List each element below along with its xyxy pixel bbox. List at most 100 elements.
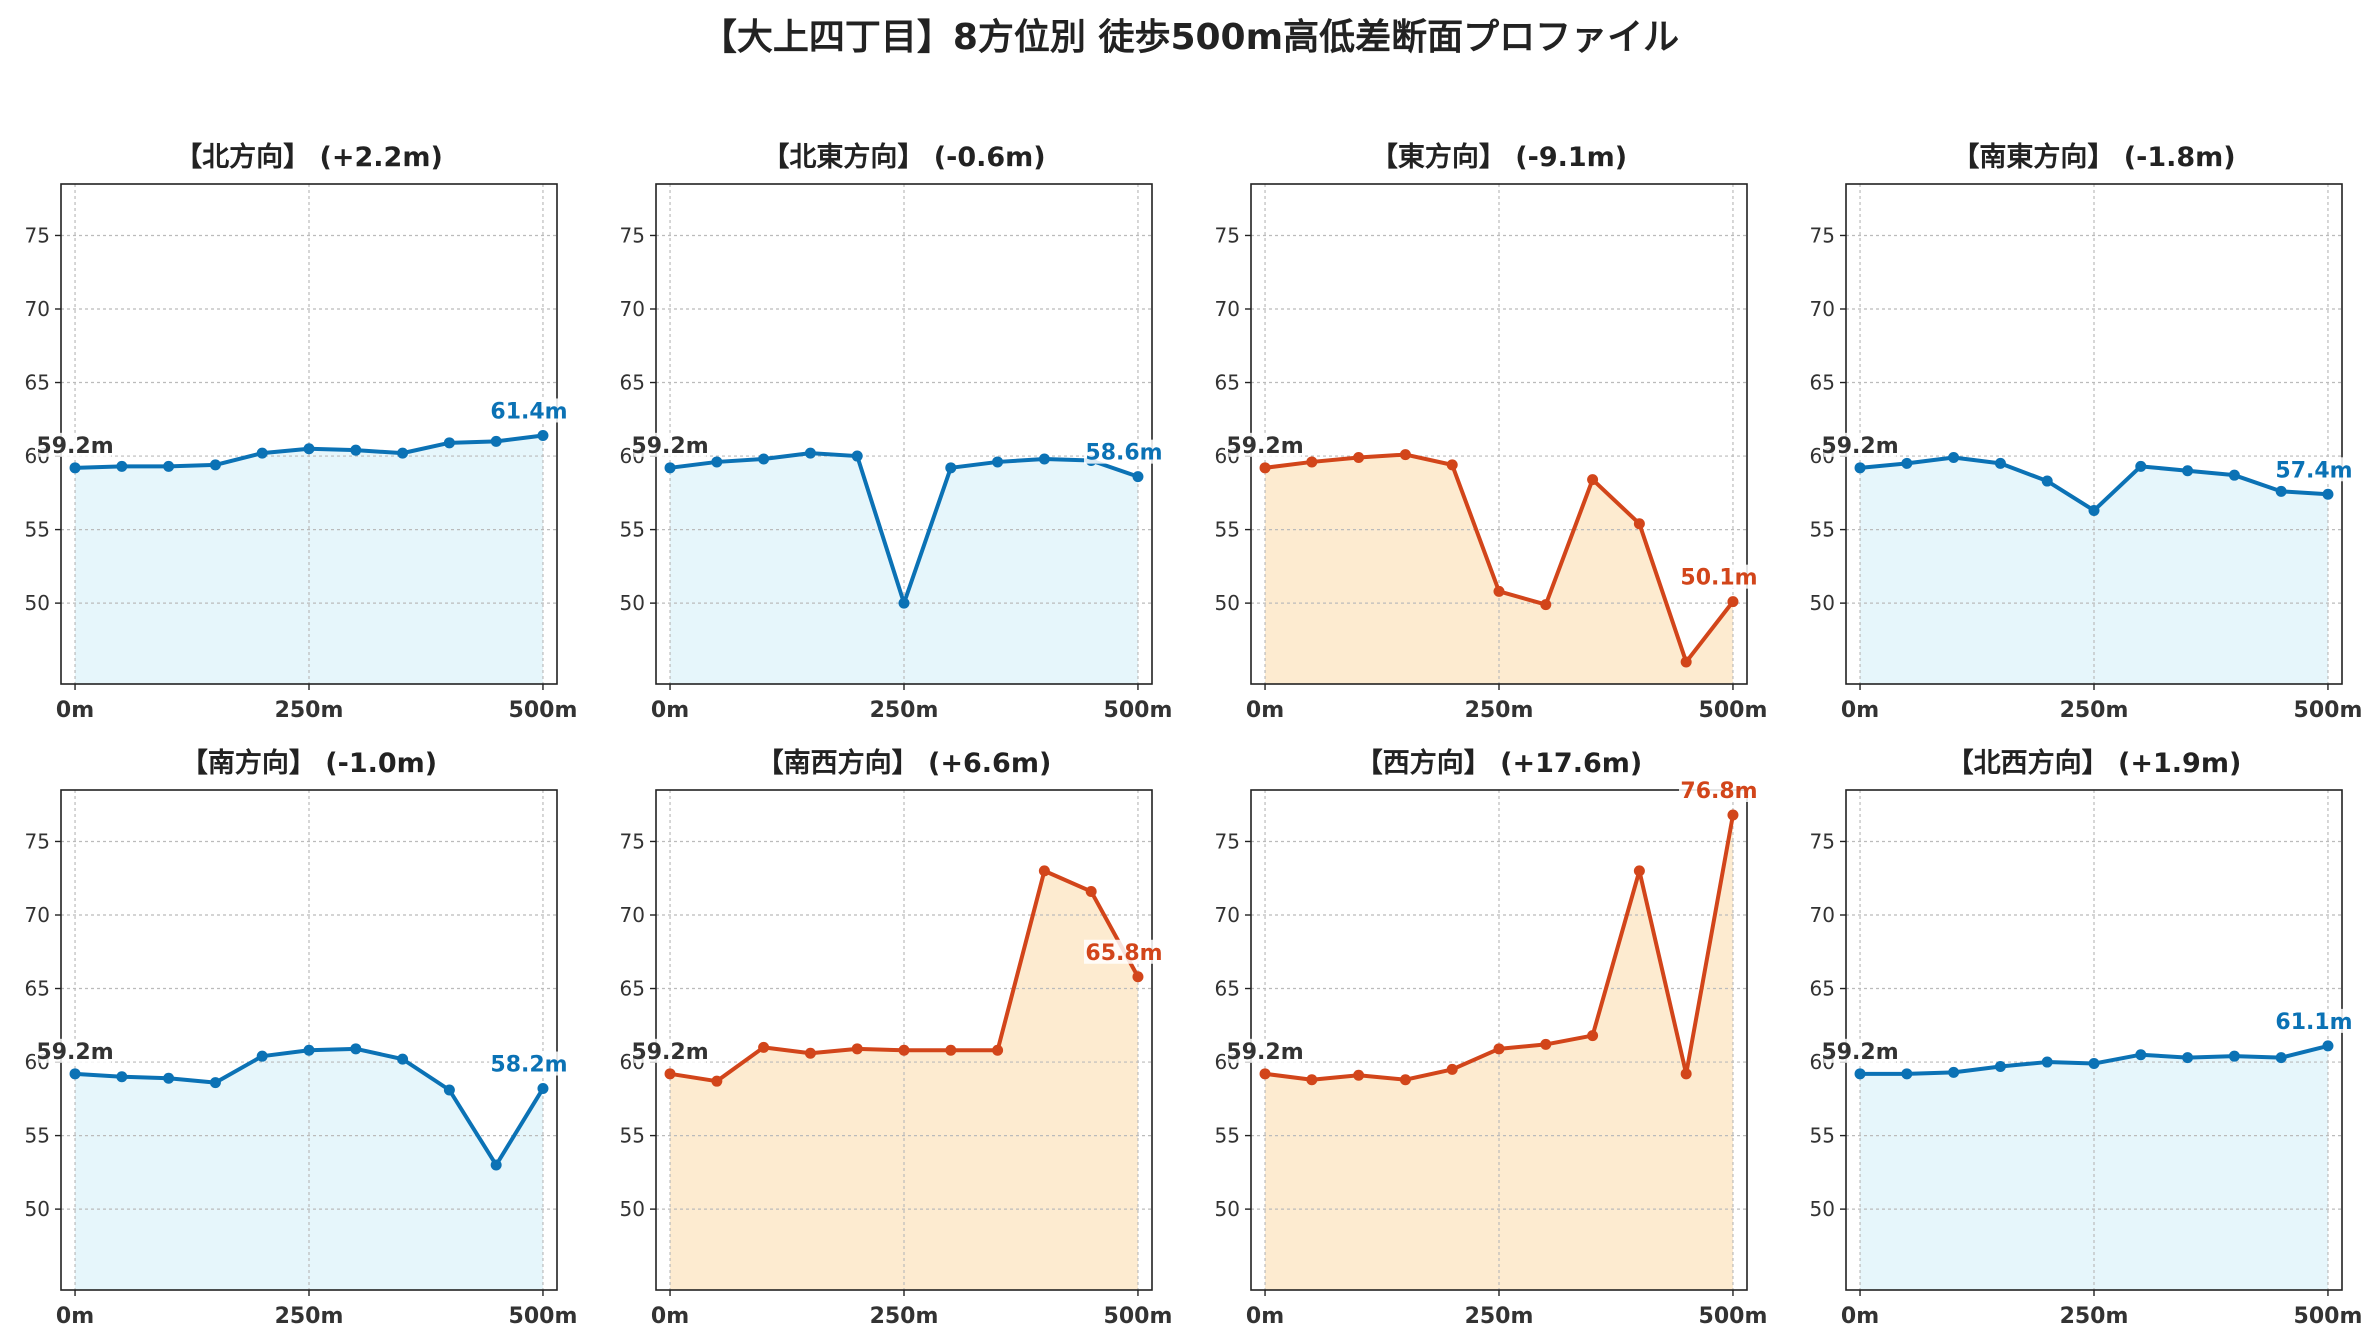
data-point — [2088, 1058, 2100, 1070]
panel-title: 【北西方向】 (+1.9m) — [1947, 747, 2242, 779]
x-tick-label: 0m — [1246, 698, 1284, 723]
data-point — [945, 1044, 957, 1056]
data-point — [851, 1043, 863, 1055]
data-point — [2135, 460, 2147, 472]
y-tick-label: 65 — [25, 371, 50, 395]
panel-title: 【北東方向】 (-0.6m) — [762, 141, 1045, 173]
start-label-bg — [1229, 432, 1302, 457]
y-tick-label: 50 — [25, 1197, 50, 1221]
y-tick-label: 70 — [25, 903, 50, 927]
data-point — [537, 429, 549, 441]
y-tick-label: 65 — [1810, 371, 1835, 395]
data-point — [1085, 885, 1097, 897]
x-tick-label: 250m — [2060, 698, 2129, 723]
start-label: 59.2m — [1821, 1040, 1898, 1065]
data-point — [209, 1077, 221, 1089]
data-point — [1948, 452, 1960, 464]
x-tick-label: 0m — [1841, 698, 1879, 723]
data-point — [303, 443, 315, 455]
data-point — [1353, 452, 1365, 464]
data-point — [1353, 1069, 1365, 1081]
x-tick-label: 0m — [1246, 1304, 1284, 1329]
data-point — [256, 1050, 268, 1062]
data-point — [2041, 475, 2053, 487]
data-point — [397, 447, 409, 459]
data-point — [1727, 809, 1739, 821]
data-point — [1901, 457, 1913, 469]
data-point — [537, 1083, 549, 1095]
data-point — [490, 1159, 502, 1171]
y-tick-label: 55 — [620, 1124, 645, 1148]
data-point — [1901, 1068, 1913, 1080]
data-point — [2322, 488, 2334, 500]
x-tick-label: 500m — [509, 698, 578, 723]
y-tick-label: 75 — [1215, 223, 1240, 247]
data-point — [1132, 971, 1144, 983]
data-point — [664, 462, 676, 474]
y-tick-label: 70 — [1215, 903, 1240, 927]
data-point — [1540, 1038, 1552, 1050]
data-point — [945, 462, 957, 474]
y-tick-label: 50 — [1810, 591, 1835, 615]
data-point — [2322, 1040, 2334, 1052]
start-label: 59.2m — [1226, 434, 1303, 459]
data-point — [804, 1047, 816, 1059]
end-label-bg — [489, 1051, 569, 1076]
data-point — [992, 456, 1004, 468]
panel-title: 【南西方向】 (+6.6m) — [757, 747, 1052, 779]
area-fill — [1860, 1045, 2328, 1290]
panel-title: 【南方向】 (-1.0m) — [181, 747, 437, 779]
start-label: 59.2m — [1821, 434, 1898, 459]
x-tick-label: 250m — [275, 1304, 344, 1329]
start-label: 59.2m — [1226, 1040, 1303, 1065]
y-tick-label: 50 — [620, 1197, 645, 1221]
data-point — [1680, 656, 1692, 668]
data-point — [1493, 1043, 1505, 1055]
end-label: 58.2m — [490, 1053, 567, 1078]
data-point — [350, 444, 362, 456]
end-label-bg — [1084, 439, 1164, 464]
y-tick-label: 70 — [1810, 903, 1835, 927]
data-point — [1633, 865, 1645, 877]
data-point — [2275, 485, 2287, 497]
data-point — [1038, 865, 1050, 877]
start-label-bg — [39, 1038, 112, 1063]
start-label-bg — [1824, 1038, 1897, 1063]
area-fill — [670, 453, 1138, 684]
data-point — [1259, 462, 1271, 474]
x-tick-label: 0m — [651, 698, 689, 723]
data-point — [116, 1071, 128, 1083]
x-tick-label: 250m — [275, 698, 344, 723]
data-point — [1587, 474, 1599, 486]
data-point — [443, 437, 455, 449]
panel-title: 【南東方向】 (-1.8m) — [1952, 141, 2235, 173]
start-label: 59.2m — [36, 1040, 113, 1065]
end-label: 50.1m — [1680, 566, 1757, 591]
data-point — [1399, 449, 1411, 461]
data-point — [2182, 465, 2194, 477]
end-label-bg — [2274, 457, 2354, 482]
end-label: 76.8m — [1680, 779, 1757, 804]
start-label-bg — [634, 432, 707, 457]
y-tick-label: 70 — [1215, 297, 1240, 321]
start-label-bg — [1824, 432, 1897, 457]
data-point — [69, 462, 81, 474]
y-tick-label: 70 — [620, 297, 645, 321]
data-point — [256, 447, 268, 459]
panel-title: 【北方向】 (+2.2m) — [175, 141, 443, 173]
data-point — [1587, 1030, 1599, 1042]
start-label-bg — [634, 1038, 707, 1063]
data-point — [1680, 1068, 1692, 1080]
data-point — [2041, 1056, 2053, 1068]
end-label-bg — [2274, 1008, 2354, 1033]
x-tick-label: 250m — [1465, 1304, 1534, 1329]
y-tick-label: 50 — [1215, 591, 1240, 615]
x-tick-label: 500m — [2294, 1304, 2363, 1329]
end-label-bg — [1679, 564, 1759, 589]
data-point — [1948, 1066, 1960, 1078]
data-point — [163, 460, 175, 472]
data-point — [711, 1075, 723, 1087]
